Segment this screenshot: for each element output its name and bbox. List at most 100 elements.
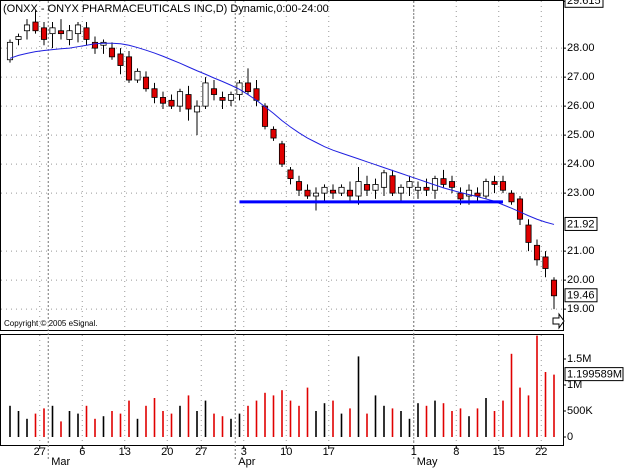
candle-body	[278, 143, 286, 165]
candle-body	[66, 30, 73, 40]
candle-body	[168, 99, 175, 107]
x-tick-label: 8	[453, 446, 459, 458]
candle-body	[176, 91, 184, 107]
candle-body	[414, 186, 422, 191]
candle-body	[550, 279, 558, 297]
x-tick-label: 13	[119, 446, 131, 458]
candle-body	[219, 97, 226, 101]
x-tick-label: 22	[535, 446, 547, 458]
moving-average	[9, 42, 555, 225]
candle-body	[210, 88, 218, 95]
x-tick-label: 6	[79, 446, 85, 458]
label-box	[564, 288, 598, 303]
candle-body	[287, 169, 294, 180]
month-label: Apr	[238, 456, 255, 468]
candle-body	[83, 27, 90, 40]
y-tick-label: 27.00	[567, 71, 595, 83]
y-tick-label: 23.00	[567, 187, 595, 199]
volume-tick-label: 1M	[567, 379, 582, 391]
candle-body	[440, 178, 447, 185]
candle-body	[151, 88, 158, 98]
candle-body	[142, 76, 150, 90]
last-close-label: 19.46	[567, 290, 595, 302]
candle-body	[227, 94, 235, 101]
y-tick-label: 28.00	[567, 42, 595, 54]
candle-body	[117, 53, 124, 66]
candle-body	[423, 186, 430, 191]
y-tick-label: 21.00	[567, 245, 595, 257]
candle-body	[134, 70, 141, 81]
candle-body	[525, 224, 532, 243]
candle-body	[23, 24, 31, 32]
candle-body	[346, 189, 354, 197]
candle-body	[338, 186, 345, 194]
candle-body	[261, 105, 269, 127]
candle-body	[185, 94, 192, 110]
candle-body	[516, 198, 524, 220]
candle-body	[91, 41, 99, 49]
candle-body	[406, 181, 413, 188]
y-tick-label: 26.00	[567, 100, 595, 112]
candle-body	[40, 27, 48, 40]
ma-last-label: 21.92	[567, 218, 595, 230]
candle-body	[380, 172, 388, 188]
candle-body	[304, 189, 311, 197]
volume-panel	[0, 334, 564, 446]
candle-body	[193, 105, 201, 113]
candle-body	[499, 181, 507, 191]
marks	[6, 10, 558, 437]
candle-body	[125, 56, 133, 81]
volume-tick-label: 0	[567, 431, 573, 443]
candle-body	[465, 189, 473, 197]
label-box	[564, 216, 598, 231]
candle-body	[321, 186, 328, 194]
candle-body	[244, 82, 252, 93]
candle-body	[533, 244, 541, 261]
x-tick-label: 17	[323, 446, 335, 458]
x-tick-label: 1	[411, 446, 417, 458]
x-tick-label: 10	[280, 446, 292, 458]
candle-body	[108, 47, 116, 58]
label-box	[564, 367, 624, 382]
price-panel	[0, 0, 564, 331]
candle-body	[57, 30, 65, 35]
candle-body	[448, 181, 456, 188]
x-tick-label: 3	[241, 446, 247, 458]
candle-body	[270, 128, 277, 139]
y-tick-label: 25.00	[567, 129, 595, 141]
month-label: May	[417, 456, 438, 468]
candle-body	[202, 82, 209, 107]
candle-body	[312, 192, 320, 197]
y-tick-label: 29.615	[567, 0, 601, 7]
volume-tick-label: 500K	[567, 405, 593, 417]
x-tick-label: 27	[34, 446, 46, 458]
last-volume-label: 1.199589M	[567, 369, 622, 381]
candle-body	[159, 97, 167, 104]
chart-title: (ONXX - ONYX PHARMACEUTICALS INC,D) Dyna…	[3, 3, 329, 15]
candle-body	[329, 189, 337, 194]
candle-body	[491, 181, 498, 185]
y-tick-label: 24.00	[567, 158, 595, 170]
candle-body	[397, 186, 405, 194]
volume-tick-label: 1.5M	[567, 353, 591, 365]
copyright: Copyright © 2005 eSignal.	[4, 319, 98, 328]
scroll-arrow[interactable]	[552, 312, 565, 330]
candle-body	[363, 184, 371, 191]
candle-body	[15, 36, 22, 40]
x-tick-label: 15	[493, 446, 505, 458]
y-tick-label: 19.00	[567, 303, 595, 315]
candle-body	[295, 181, 303, 191]
x-tick-label: 20	[161, 446, 173, 458]
month-label: Mar	[51, 456, 70, 468]
candle-body	[6, 41, 14, 61]
candle-body	[49, 27, 56, 35]
candle-body	[74, 24, 82, 35]
candle-body	[372, 184, 379, 191]
candle-body	[389, 175, 396, 194]
candle-body	[236, 82, 243, 95]
candle-body	[355, 181, 362, 197]
candle-body	[457, 192, 464, 200]
candle-body	[508, 192, 515, 203]
candle-body	[482, 181, 490, 197]
